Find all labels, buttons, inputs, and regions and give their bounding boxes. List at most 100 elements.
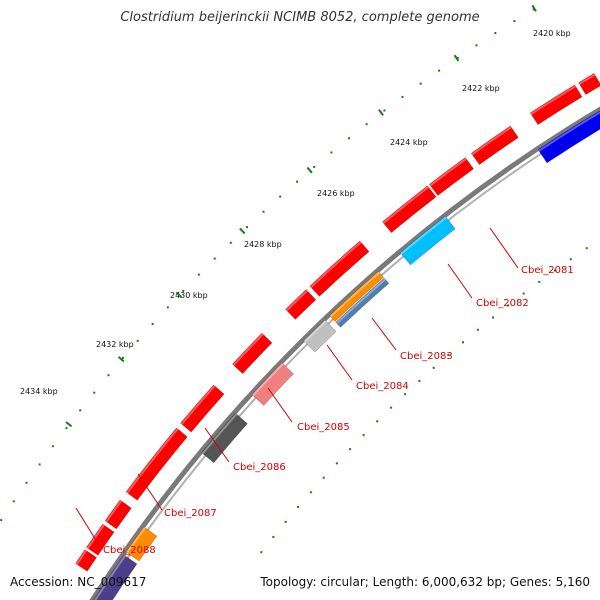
- scale-dot: [447, 353, 450, 356]
- scale-dot: [136, 339, 139, 342]
- scale-dot: [491, 316, 494, 319]
- scale-dot: [229, 241, 232, 244]
- gene-cbei-2083-block-lower: [335, 277, 390, 328]
- forward-gene-block-highlight: [310, 241, 362, 288]
- tick-label: 2430 kbp: [170, 291, 208, 300]
- gene-cbei-2083-block: [329, 270, 385, 322]
- gene-labels: Cbei_2081 Cbei_2082 Cbei_2083 Cbei_2084 Cbei…: [75, 227, 574, 556]
- scale-dot: [494, 32, 497, 35]
- forward-gene-block: [86, 523, 115, 556]
- forward-genes: [75, 72, 600, 572]
- forward-gene-block: [180, 384, 225, 433]
- scale-dot: [79, 409, 82, 412]
- forward-gene-block-highlight: [86, 524, 105, 549]
- tick-mark: [378, 109, 384, 116]
- scale-dots-outer: [0, 8, 535, 522]
- gene-label: Cbei_2081: [521, 265, 574, 276]
- scale-dot: [475, 44, 478, 47]
- scale-dot: [365, 123, 368, 126]
- forward-gene-block-highlight: [285, 289, 308, 312]
- forward-gene-block: [470, 125, 519, 166]
- scale-dot: [476, 328, 479, 331]
- forward-gene-block: [428, 157, 474, 196]
- scale-dot: [335, 462, 338, 465]
- scale-dot: [93, 391, 96, 394]
- forward-gene-block: [231, 332, 273, 375]
- forward-gene-block-highlight: [578, 73, 596, 85]
- gene-cbei-2085-block-highlight: [252, 363, 284, 397]
- gene-label-leader: [137, 473, 163, 511]
- tick-label: 2432 kbp: [96, 340, 134, 349]
- gene-cbei-2082-block-highlight: [400, 216, 447, 255]
- gene-cbei-2088-block: [125, 526, 158, 562]
- tick-label: 2434 kbp: [20, 387, 58, 396]
- scale-dot: [383, 109, 386, 112]
- gene-label-leader: [326, 344, 353, 381]
- scale-dot: [462, 341, 465, 344]
- tick-mark: [239, 227, 246, 235]
- scale-dot: [166, 306, 169, 309]
- scale-dot: [296, 180, 299, 183]
- tick-label: 2422 kbp: [462, 84, 500, 93]
- gene-cbei-2081-block-highlight: [538, 111, 600, 152]
- scale-dot: [51, 445, 54, 448]
- forward-gene-block-highlight: [382, 186, 430, 224]
- scale-dot: [25, 481, 28, 484]
- forward-gene-block: [75, 549, 97, 572]
- scale-dot: [419, 82, 422, 85]
- scale-dot: [585, 247, 588, 250]
- gene-label-leader: [75, 507, 100, 546]
- scale-dot: [313, 165, 316, 168]
- scale-dot: [553, 269, 556, 272]
- gene-cbei-2088-block-highlight: [126, 526, 146, 554]
- gene-cbei-2084-block: [303, 319, 337, 353]
- forward-gene-block-highlight: [429, 157, 467, 187]
- scale-dot: [297, 505, 300, 508]
- gene-cbei-2081-block: [537, 110, 600, 164]
- forward-gene-block-highlight: [105, 500, 123, 523]
- forward-gene-block-highlight: [126, 428, 179, 494]
- scale-dot: [262, 210, 265, 213]
- scale-dot: [0, 519, 3, 522]
- scale-dot: [569, 258, 572, 261]
- scale-dot: [376, 420, 379, 423]
- reverse-genes: [93, 110, 600, 600]
- scale-dot: [309, 491, 312, 494]
- gene-label-leader: [371, 317, 397, 351]
- gene-label-leader: [447, 263, 473, 299]
- scale-dot: [522, 292, 525, 295]
- gene-label: Cbei_2083: [400, 351, 453, 362]
- scale-dot: [404, 393, 407, 396]
- gene-label-leader: [267, 387, 293, 423]
- backbone-line: [89, 106, 600, 600]
- scale-dot: [197, 273, 200, 276]
- gene-label: Cbei_2087: [164, 508, 217, 519]
- tick-mark: [65, 421, 73, 428]
- scale-dot: [456, 56, 459, 59]
- accession-text: Accession: NC_009617: [10, 575, 147, 589]
- tick-label: 2424 kbp: [390, 138, 428, 147]
- gene-label: Cbei_2085: [297, 422, 350, 433]
- forward-gene-block: [382, 185, 437, 234]
- tick-label: 2428 kbp: [244, 240, 282, 249]
- map-title: Clostridium beijerinckii NCIMB 8052, com…: [120, 10, 480, 25]
- forward-gene-block: [125, 427, 188, 501]
- gene-label: Cbei_2082: [476, 298, 529, 309]
- gene-cbei-2083-block-highlight: [329, 271, 380, 318]
- scale-dot: [322, 476, 325, 479]
- scale-dot: [538, 280, 541, 283]
- scale-dot: [349, 448, 352, 451]
- scale-dot: [279, 195, 282, 198]
- scale-dot: [438, 69, 441, 72]
- forward-gene-block: [529, 84, 583, 125]
- scale-dot: [260, 551, 263, 554]
- scale-dots-inner: [260, 247, 588, 554]
- scale-dot: [38, 463, 41, 466]
- forward-gene-block-highlight: [530, 85, 577, 115]
- scale-dot: [401, 95, 404, 98]
- scale-dot: [507, 304, 510, 307]
- scale-dot: [213, 257, 216, 260]
- gene-block-purple: [93, 554, 138, 600]
- scale-dot: [151, 322, 154, 325]
